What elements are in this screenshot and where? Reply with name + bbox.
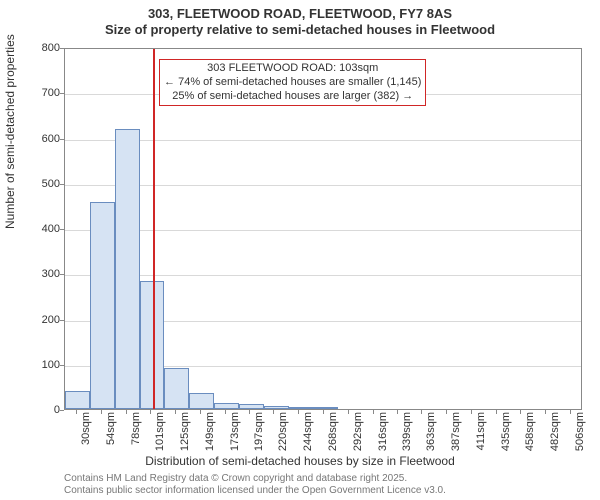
y-tick-mark (60, 410, 64, 411)
y-tick-label: 100 (26, 359, 60, 371)
x-tick-mark (76, 410, 77, 414)
x-tick-mark (348, 410, 349, 414)
x-tick-mark (397, 410, 398, 414)
histogram-bar (115, 129, 140, 409)
annotation-line1: 303 FLEETWOOD ROAD: 103sqm (164, 62, 421, 76)
x-tick-mark (323, 410, 324, 414)
x-tick-mark (496, 410, 497, 414)
x-tick-mark (101, 410, 102, 414)
x-tick-mark (126, 410, 127, 414)
histogram-bar (239, 404, 264, 409)
y-tick-label: 200 (26, 314, 60, 326)
histogram-bar (90, 202, 115, 409)
plot-area: 303 FLEETWOOD ROAD: 103sqm ← 74% of semi… (64, 48, 582, 410)
histogram-bar (314, 407, 339, 409)
x-tick-mark (249, 410, 250, 414)
y-tick-label: 400 (26, 223, 60, 235)
x-tick-mark (570, 410, 571, 414)
y-tick-label: 500 (26, 178, 60, 190)
histogram-bar (65, 391, 90, 409)
footer-line2: Contains public sector information licen… (64, 485, 446, 496)
y-tick-label: 0 (26, 404, 60, 416)
x-tick-mark (421, 410, 422, 414)
x-tick-mark (273, 410, 274, 414)
x-tick-mark (373, 410, 374, 414)
x-tick-mark (298, 410, 299, 414)
x-tick-mark (446, 410, 447, 414)
histogram-bar (264, 406, 289, 409)
x-tick-mark (520, 410, 521, 414)
histogram-bar (189, 393, 214, 409)
annotation-line3: 25% of semi-detached houses are larger (… (164, 90, 421, 104)
x-tick-mark (545, 410, 546, 414)
x-tick-mark (150, 410, 151, 414)
y-tick-label: 600 (26, 133, 60, 145)
x-tick-mark (471, 410, 472, 414)
y-tick-label: 700 (26, 87, 60, 99)
histogram-bar (214, 403, 239, 409)
annotation-line2: ← 74% of semi-detached houses are smalle… (164, 76, 421, 90)
chart-title-line2: Size of property relative to semi-detach… (0, 22, 600, 37)
histogram-bar (164, 368, 189, 409)
x-tick-mark (175, 410, 176, 414)
y-tick-label: 800 (26, 42, 60, 54)
histogram-bar (140, 281, 165, 409)
annotation-box: 303 FLEETWOOD ROAD: 103sqm ← 74% of semi… (159, 59, 426, 106)
y-axis-label: Number of semi-detached properties (3, 34, 17, 229)
footer-line1: Contains HM Land Registry data © Crown c… (64, 473, 407, 484)
chart-title-line1: 303, FLEETWOOD ROAD, FLEETWOOD, FY7 8AS (0, 6, 600, 21)
histogram-bar (289, 407, 314, 409)
x-axis-label: Distribution of semi-detached houses by … (0, 454, 600, 468)
property-marker-line (153, 49, 155, 409)
x-tick-mark (200, 410, 201, 414)
y-tick-label: 300 (26, 268, 60, 280)
x-tick-mark (225, 410, 226, 414)
